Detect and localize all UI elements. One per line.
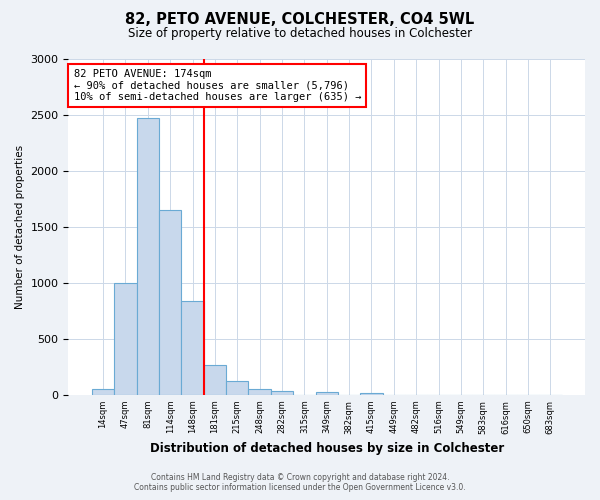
Bar bbox=[114, 283, 137, 395]
Bar bbox=[248, 389, 271, 395]
Bar bbox=[316, 392, 338, 395]
Bar bbox=[181, 301, 204, 395]
Bar bbox=[159, 210, 181, 395]
Bar bbox=[271, 391, 293, 395]
Y-axis label: Number of detached properties: Number of detached properties bbox=[15, 145, 25, 309]
Text: 82, PETO AVENUE, COLCHESTER, CO4 5WL: 82, PETO AVENUE, COLCHESTER, CO4 5WL bbox=[125, 12, 475, 28]
Text: 82 PETO AVENUE: 174sqm
← 90% of detached houses are smaller (5,796)
10% of semi-: 82 PETO AVENUE: 174sqm ← 90% of detached… bbox=[74, 69, 361, 102]
Bar bbox=[92, 388, 114, 395]
Bar bbox=[137, 118, 159, 395]
Bar bbox=[226, 381, 248, 395]
X-axis label: Distribution of detached houses by size in Colchester: Distribution of detached houses by size … bbox=[149, 442, 504, 455]
Bar bbox=[360, 394, 383, 395]
Text: Contains HM Land Registry data © Crown copyright and database right 2024.
Contai: Contains HM Land Registry data © Crown c… bbox=[134, 473, 466, 492]
Bar bbox=[204, 364, 226, 395]
Text: Size of property relative to detached houses in Colchester: Size of property relative to detached ho… bbox=[128, 28, 472, 40]
